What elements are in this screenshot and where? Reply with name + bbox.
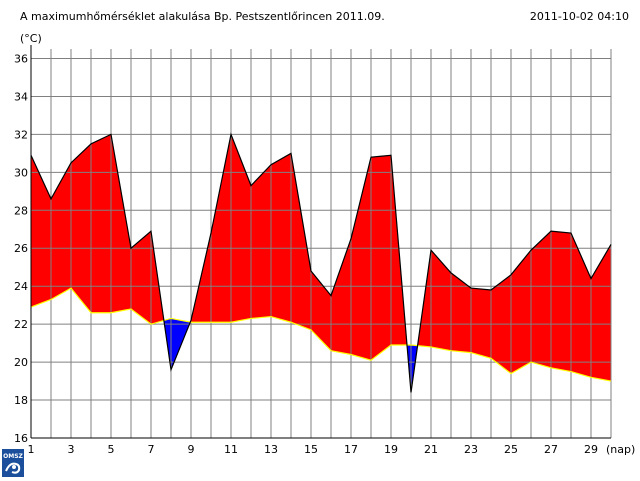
- x-tick-label: 11: [224, 443, 238, 456]
- x-tick-label: 9: [188, 443, 195, 456]
- x-tick-label: 3: [68, 443, 75, 456]
- y-tick-label: 20: [14, 356, 28, 369]
- x-tick-label: 13: [264, 443, 278, 456]
- above-normal-area: [290, 153, 312, 331]
- above-normal-area: [550, 230, 572, 372]
- y-axis-label: (°C): [20, 32, 42, 45]
- x-tick-label: 5: [108, 443, 115, 456]
- x-tick-label: 17: [344, 443, 358, 456]
- y-tick-label: 18: [14, 394, 28, 407]
- above-normal-area: [270, 152, 292, 323]
- y-tick-label: 36: [14, 52, 28, 65]
- y-tick-label: 28: [14, 204, 28, 217]
- y-tick-label: 24: [14, 280, 28, 293]
- x-tick-label: 21: [424, 443, 438, 456]
- x-tick-label: 25: [504, 443, 518, 456]
- y-tick-label: 32: [14, 128, 28, 141]
- logo-text: OMSZ: [3, 453, 23, 460]
- x-tick-label: 7: [148, 443, 155, 456]
- above-normal-area: [450, 272, 472, 353]
- y-tick-label: 34: [14, 90, 28, 103]
- above-normal-area: [330, 238, 352, 355]
- x-axis-label: (nap): [606, 443, 635, 456]
- y-tick-label: 26: [14, 242, 28, 255]
- above-normal-area: [470, 287, 492, 359]
- x-tick-label: 1: [28, 443, 35, 456]
- above-normal-area: [70, 143, 92, 314]
- axes: [30, 45, 611, 439]
- y-tick-label: 16: [14, 432, 28, 445]
- above-normal-area: [350, 157, 372, 361]
- y-tick-label: 22: [14, 318, 28, 331]
- above-normal-area: [50, 161, 72, 300]
- above-normal-area: [430, 249, 452, 352]
- chart-title: A maximumhőmérséklet alakulása Bp. Pests…: [20, 10, 385, 23]
- measured-temperature-line: [30, 132, 612, 393]
- x-tick-label: 29: [584, 443, 598, 456]
- x-tick-label: 23: [464, 443, 478, 456]
- x-tick-label: 19: [384, 443, 398, 456]
- above-normal-area: [370, 154, 392, 361]
- x-tick-label: 15: [304, 443, 318, 456]
- above-normal-area: [590, 243, 612, 382]
- above-normal-area: [230, 134, 252, 323]
- above-normal-area: [510, 249, 532, 374]
- above-normal-area: [530, 230, 552, 369]
- omsz-logo: OMSZ: [2, 449, 24, 477]
- normal-temperature-line: [30, 287, 612, 382]
- grid: [30, 49, 612, 439]
- x-tick-label: 27: [544, 443, 558, 456]
- above-normal-area: [250, 164, 272, 319]
- above-normal-area: [210, 134, 232, 323]
- timestamp: 2011-10-02 04:10: [529, 10, 629, 23]
- y-tick-label: 30: [14, 166, 28, 179]
